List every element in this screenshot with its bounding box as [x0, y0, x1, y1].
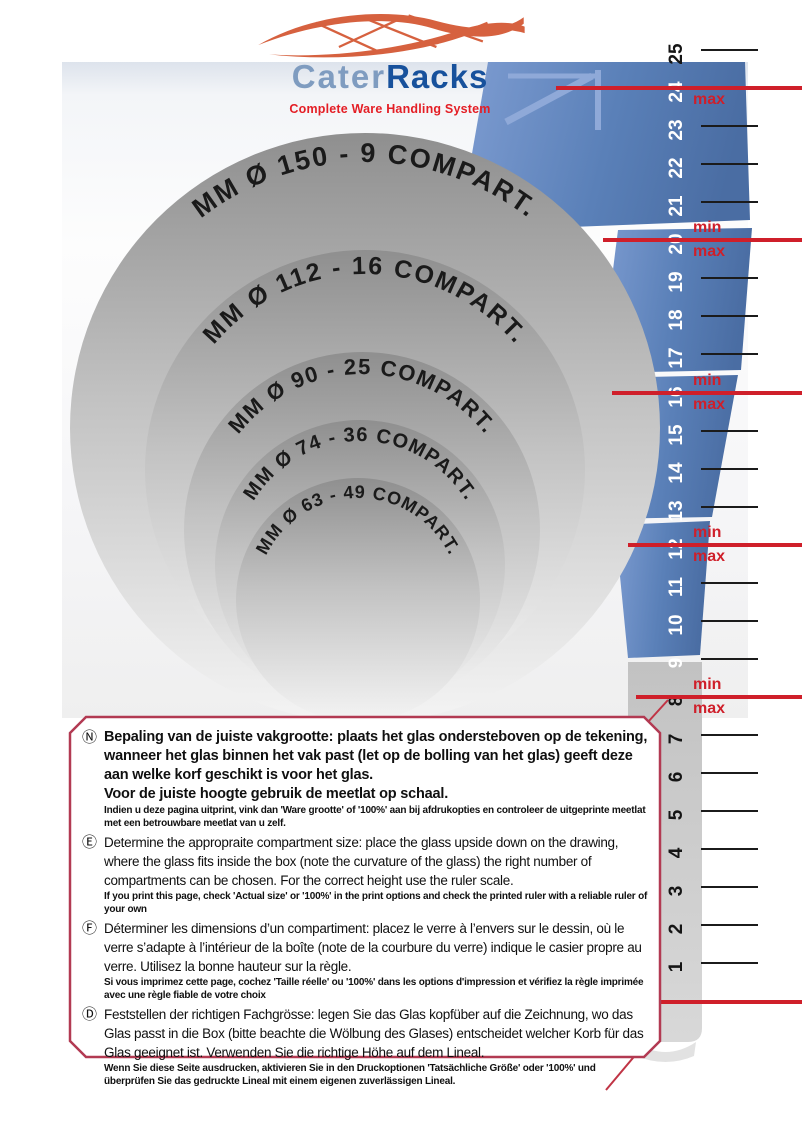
ruler-tick — [701, 924, 758, 927]
ruler-tick — [701, 772, 758, 775]
instruction-box: Ⓝ Bepaling van de juiste vakgrootte: pla… — [70, 717, 660, 1087]
lang-symbol-n: Ⓝ — [82, 729, 98, 746]
ruler-tick — [701, 353, 758, 356]
ruler-red-line — [660, 999, 802, 1004]
ruler-tick — [701, 315, 758, 318]
brand-name: CaterRacks — [238, 60, 542, 101]
dutch-emphasis-text: Voor de juiste hoogte gebruik de meetlat… — [104, 786, 449, 802]
compartment-circles: MM Ø 150 - 9 COMPART. MM Ø 112 - 16 COMP… — [70, 133, 660, 723]
circle-63mm — [236, 478, 480, 722]
instruction-section-french: Ⓕ Déterminer les dimensions d’un compart… — [82, 919, 648, 1002]
ruler-red-line — [636, 695, 802, 700]
ruler-tick — [701, 734, 758, 737]
ruler-tick — [701, 581, 758, 584]
lang-symbol-e: Ⓔ — [82, 834, 98, 851]
dutch-fine-print: Indien u deze pagina uitprint, vink dan … — [104, 805, 646, 829]
ruler-red-line — [612, 390, 802, 395]
ruler-max-label: max — [693, 547, 726, 565]
ruler-tick — [701, 962, 758, 965]
german-main-text: Feststellen der richtigen Fachgrösse: le… — [104, 1007, 644, 1060]
ruler-tick — [701, 163, 758, 166]
ruler-max-label: max — [693, 243, 726, 261]
logo-swoosh-icon — [258, 14, 525, 58]
dutch-main-text: Bepaling van de juiste vakgrootte: plaat… — [104, 729, 648, 783]
ruler-red-line — [556, 86, 802, 91]
ruler-max-label: max — [693, 395, 726, 413]
ruler-max-label: max — [693, 700, 726, 718]
ruler-tick — [701, 429, 758, 432]
ruler-min-label: min — [693, 219, 722, 237]
ruler-min-label: min — [693, 371, 722, 389]
ruler-min-label: min — [693, 523, 722, 541]
ruler-tick — [701, 810, 758, 813]
brand-cater: Cater — [291, 58, 387, 95]
ruler-tick — [701, 467, 758, 470]
ruler-red-line — [603, 238, 802, 243]
lang-symbol-f: Ⓕ — [82, 920, 98, 937]
brand-racks: Racks — [386, 58, 489, 95]
english-fine-print: If you print this page, check 'Actual si… — [104, 891, 648, 915]
ruler-tick — [701, 886, 758, 889]
instruction-section-german: Ⓓ Feststellen der richtigen Fachgrösse: … — [82, 1005, 648, 1088]
german-fine-print: Wenn Sie diese Seite ausdrucken, aktivie… — [104, 1063, 596, 1087]
instruction-section-english: Ⓔ Determine the appropraite compartment … — [82, 833, 648, 916]
ruler-tick — [701, 657, 758, 660]
ruler-tick — [701, 848, 758, 851]
ruler-red-line — [628, 542, 802, 547]
ruler-tick — [701, 125, 758, 128]
french-fine-print: Si vous imprimez cette page, cochez 'Tai… — [104, 977, 644, 1001]
ruler-tick — [701, 277, 758, 280]
ruler-min-label: min — [693, 676, 722, 694]
brand-tagline: Complete Ware Handling System — [289, 102, 491, 116]
ruler-max-label: max — [693, 91, 726, 109]
english-main-text: Determine the appropraite compartment si… — [104, 835, 619, 888]
ruler-tick — [701, 201, 758, 204]
blue-rack-silhouette — [470, 62, 752, 658]
instruction-section-dutch: Ⓝ Bepaling van de juiste vakgrootte: pla… — [82, 728, 648, 830]
ruler-tick — [701, 505, 758, 508]
rack-corner-brace — [504, 70, 601, 130]
ruler-tick — [701, 619, 758, 622]
instruction-text: Ⓝ Bepaling van de juiste vakgrootte: pla… — [82, 728, 648, 1091]
french-main-text: Déterminer les dimensions d’un compartim… — [104, 921, 642, 974]
caterracks-logo: CaterRacks Complete Ware Handling System — [238, 8, 542, 116]
ruler-tick — [701, 49, 758, 51]
lang-symbol-d: Ⓓ — [82, 1006, 98, 1023]
